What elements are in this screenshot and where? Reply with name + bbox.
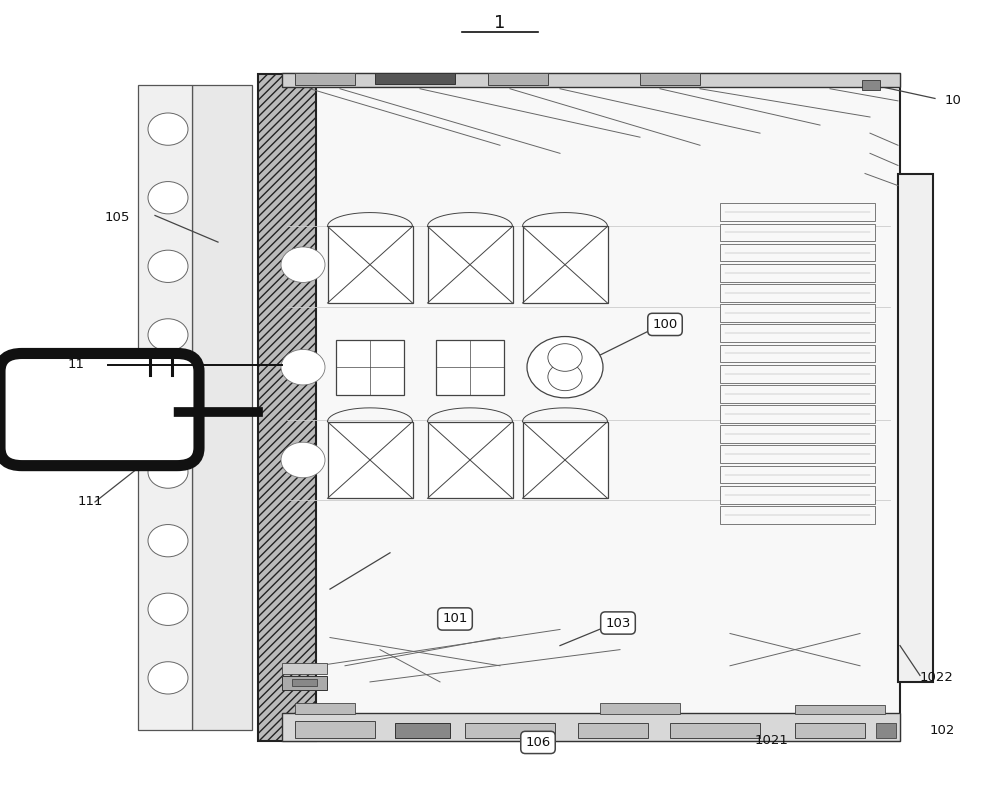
Bar: [258, 74, 316, 741]
Circle shape: [148, 182, 188, 214]
Text: 106: 106: [525, 736, 551, 749]
Bar: [670, 723, 760, 738]
Text: 11: 11: [68, 358, 85, 371]
Bar: [898, 174, 933, 682]
Circle shape: [281, 349, 325, 385]
Bar: [282, 73, 900, 87]
Bar: [862, 80, 880, 90]
Bar: [522, 421, 608, 498]
Circle shape: [148, 525, 188, 557]
Bar: [282, 713, 900, 741]
Circle shape: [527, 337, 603, 398]
Bar: [336, 340, 404, 395]
Circle shape: [148, 456, 188, 488]
Circle shape: [281, 442, 325, 478]
Circle shape: [281, 247, 325, 282]
Circle shape: [148, 662, 188, 694]
Circle shape: [148, 250, 188, 282]
Text: 1022: 1022: [920, 671, 954, 684]
Bar: [428, 421, 512, 498]
Circle shape: [148, 319, 188, 351]
Bar: [395, 723, 450, 738]
Text: 1021: 1021: [755, 734, 789, 747]
Circle shape: [148, 593, 188, 625]
Text: 1: 1: [494, 14, 506, 31]
Bar: [720, 345, 875, 362]
Bar: [328, 421, 413, 498]
Circle shape: [148, 113, 188, 145]
Bar: [138, 85, 192, 730]
Bar: [720, 203, 875, 221]
Bar: [720, 264, 875, 282]
FancyBboxPatch shape: [28, 375, 171, 444]
Text: 105: 105: [105, 211, 130, 224]
Bar: [720, 244, 875, 261]
Bar: [428, 226, 512, 303]
Bar: [282, 676, 327, 690]
Text: 100: 100: [652, 318, 678, 331]
Bar: [488, 73, 548, 85]
Bar: [522, 226, 608, 303]
Circle shape: [148, 387, 188, 420]
Bar: [720, 506, 875, 524]
Circle shape: [548, 344, 582, 371]
Bar: [720, 284, 875, 302]
Bar: [328, 226, 413, 303]
Bar: [292, 679, 317, 686]
Bar: [600, 703, 680, 714]
Circle shape: [548, 363, 582, 391]
Bar: [282, 663, 327, 674]
Bar: [578, 723, 648, 738]
Text: 101: 101: [442, 613, 468, 625]
Bar: [295, 73, 355, 85]
Bar: [720, 445, 875, 463]
Bar: [295, 721, 375, 738]
Bar: [795, 705, 885, 714]
Bar: [720, 324, 875, 342]
Bar: [720, 304, 875, 322]
Text: 111: 111: [78, 495, 104, 508]
Bar: [720, 365, 875, 383]
Text: 10: 10: [945, 94, 962, 107]
Bar: [720, 405, 875, 423]
Text: 102: 102: [930, 724, 955, 737]
Bar: [282, 74, 900, 741]
FancyBboxPatch shape: [0, 353, 199, 466]
Bar: [436, 340, 504, 395]
Bar: [720, 385, 875, 403]
Text: 103: 103: [605, 617, 631, 629]
Bar: [295, 703, 355, 714]
Bar: [640, 73, 700, 85]
Bar: [795, 723, 865, 738]
Bar: [465, 723, 555, 738]
Bar: [375, 73, 455, 84]
Bar: [876, 723, 896, 738]
Bar: [720, 224, 875, 241]
Bar: [192, 85, 252, 730]
Bar: [720, 466, 875, 483]
Bar: [720, 425, 875, 443]
Bar: [720, 486, 875, 504]
